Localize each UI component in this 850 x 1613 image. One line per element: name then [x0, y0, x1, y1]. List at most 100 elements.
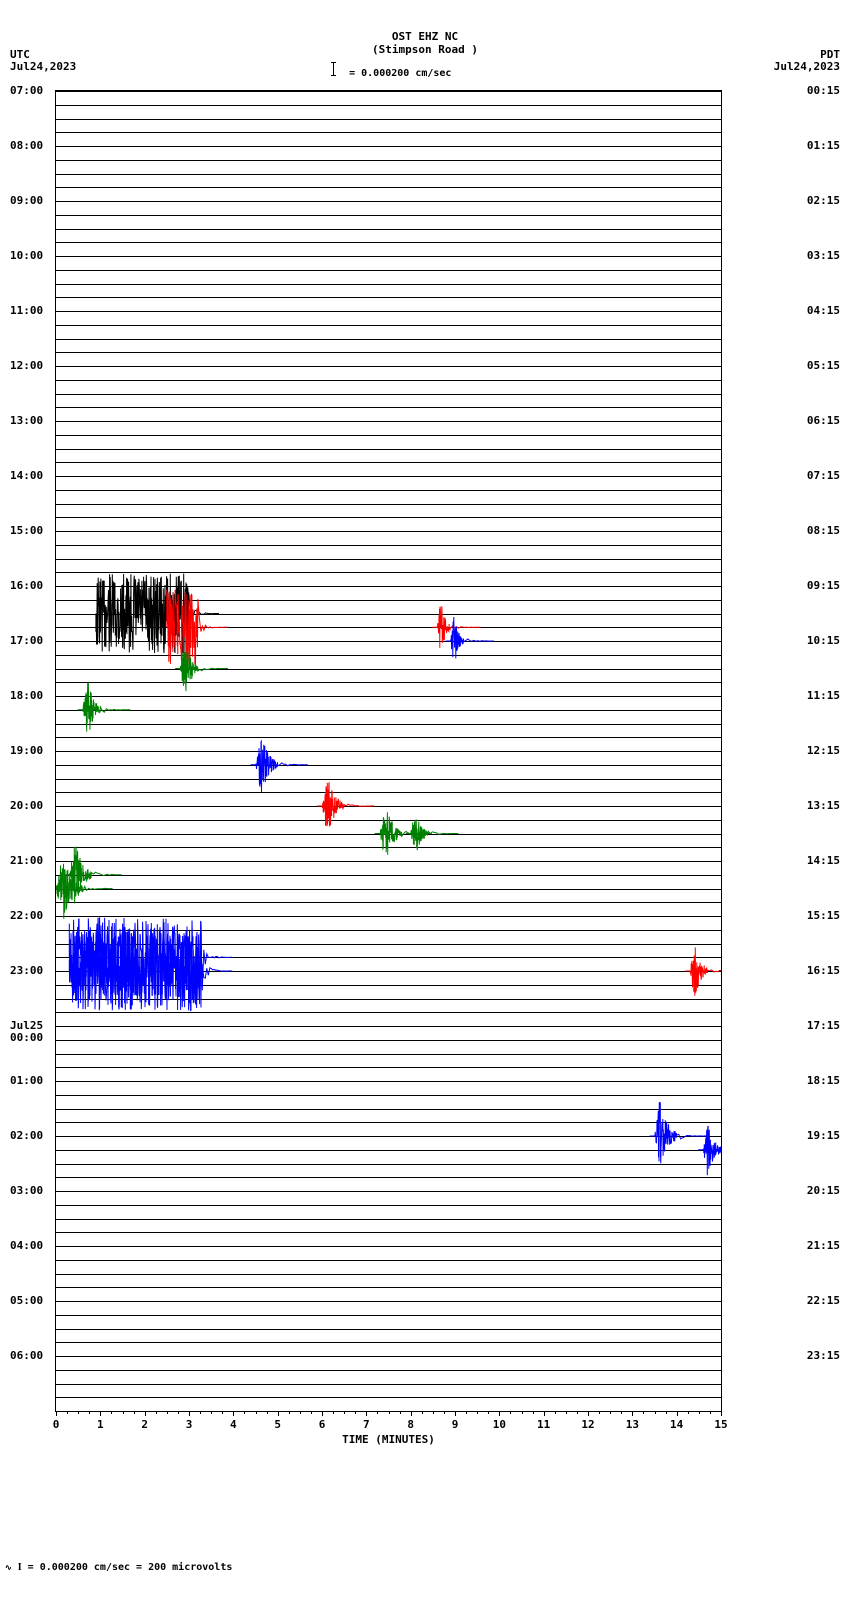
footer-scale: ∿ I = 0.000200 cm/sec = 200 microvolts: [5, 1562, 232, 1573]
xtick-minor: [111, 1411, 112, 1414]
pdt-time-label: 20:15: [807, 1184, 840, 1197]
xtick-minor: [344, 1411, 345, 1414]
utc-time-label: 06:00: [10, 1349, 43, 1362]
grid-hline: [56, 1095, 721, 1096]
grid-hline: [56, 1177, 721, 1178]
grid-hline: [56, 792, 721, 793]
xaxis-title: TIME (MINUTES): [342, 1433, 435, 1446]
grid-hline: [56, 669, 721, 670]
xtick-minor: [577, 1411, 578, 1414]
xtick: [632, 1411, 633, 1416]
seismic-event-trace: [251, 741, 308, 792]
xtick-label: 6: [319, 1418, 326, 1431]
xtick-label: 8: [407, 1418, 414, 1431]
grid-hline: [56, 641, 721, 642]
xtick-label: 15: [714, 1418, 727, 1431]
grid-hline: [56, 875, 721, 876]
utc-time-label: 18:00: [10, 689, 43, 702]
xtick-minor: [444, 1411, 445, 1414]
xtick-label: 3: [186, 1418, 193, 1431]
pdt-time-label: 19:15: [807, 1129, 840, 1142]
utc-time-label: 05:00: [10, 1294, 43, 1307]
grid-hline: [56, 545, 721, 546]
pdt-time-label: 03:15: [807, 249, 840, 262]
grid-hline: [56, 971, 721, 972]
xtick-minor: [466, 1411, 467, 1414]
utc-time-label: 00:00: [10, 1031, 43, 1044]
grid-hline: [56, 847, 721, 848]
grid-hline: [56, 999, 721, 1000]
grid-hline: [56, 339, 721, 340]
grid-hline: [56, 297, 721, 298]
xtick: [233, 1411, 234, 1416]
xtick: [322, 1411, 323, 1416]
xtick-label: 7: [363, 1418, 370, 1431]
grid-hline: [56, 1287, 721, 1288]
grid-hline: [56, 834, 721, 835]
seismic-event-trace: [175, 651, 228, 691]
grid-hline: [56, 1081, 721, 1082]
grid-hline: [56, 1205, 721, 1206]
grid-hline: [56, 902, 721, 903]
pdt-time-label: 08:15: [807, 524, 840, 537]
seismic-event-trace: [406, 820, 459, 851]
grid-hline: [56, 930, 721, 931]
xtick-label: 14: [670, 1418, 683, 1431]
grid-hline: [56, 559, 721, 560]
pdt-time-label: 07:15: [807, 469, 840, 482]
grid-hline: [56, 1370, 721, 1371]
scale-label: = 0.000200 cm/sec: [325, 68, 451, 79]
pdt-time-label: 14:15: [807, 854, 840, 867]
grid-hline: [56, 627, 721, 628]
pdt-time-label: 05:15: [807, 359, 840, 372]
grid-hline: [56, 889, 721, 890]
xtick-minor: [222, 1411, 223, 1414]
utc-time-label: 21:00: [10, 854, 43, 867]
xtick-minor: [555, 1411, 556, 1414]
right-date-label: Jul24,2023: [774, 60, 840, 73]
grid-hline: [56, 1260, 721, 1261]
grid-hline: [56, 1356, 721, 1357]
utc-time-label: 22:00: [10, 909, 43, 922]
xtick-minor: [134, 1411, 135, 1414]
pdt-time-label: 18:15: [807, 1074, 840, 1087]
grid-hline: [56, 1026, 721, 1027]
grid-hline: [56, 187, 721, 188]
utc-time-label: 09:00: [10, 194, 43, 207]
pdt-time-label: 17:15: [807, 1019, 840, 1032]
xtick: [499, 1411, 500, 1416]
xtick-label: 13: [626, 1418, 639, 1431]
grid-hline: [56, 476, 721, 477]
xtick-minor: [566, 1411, 567, 1414]
grid-hline: [56, 174, 721, 175]
grid-hline: [56, 119, 721, 120]
pdt-time-label: 02:15: [807, 194, 840, 207]
grid-hline: [56, 1274, 721, 1275]
xtick-label: 12: [581, 1418, 594, 1431]
grid-hline: [56, 1067, 721, 1068]
xtick-minor: [433, 1411, 434, 1414]
pdt-time-label: 15:15: [807, 909, 840, 922]
grid-hline: [56, 421, 721, 422]
grid-hline: [56, 1384, 721, 1385]
grid-hline: [56, 614, 721, 615]
xtick-minor: [178, 1411, 179, 1414]
seismogram-plot: TIME (MINUTES) 0123456789101112131415: [55, 90, 722, 1412]
grid-hline: [56, 806, 721, 807]
xtick-minor: [89, 1411, 90, 1414]
grid-hline: [56, 270, 721, 271]
grid-hline: [56, 490, 721, 491]
grid-hline: [56, 201, 721, 202]
grid-hline: [56, 1164, 721, 1165]
pdt-time-label: 16:15: [807, 964, 840, 977]
grid-hline: [56, 751, 721, 752]
xtick-minor: [200, 1411, 201, 1414]
xtick-minor: [400, 1411, 401, 1414]
pdt-time-label: 06:15: [807, 414, 840, 427]
header: OST EHZ NC (Stimpson Road ): [0, 30, 850, 56]
grid-hline: [56, 1232, 721, 1233]
utc-time-label: 07:00: [10, 84, 43, 97]
xtick-minor: [244, 1411, 245, 1414]
utc-time-label: 23:00: [10, 964, 43, 977]
xtick-minor: [78, 1411, 79, 1414]
